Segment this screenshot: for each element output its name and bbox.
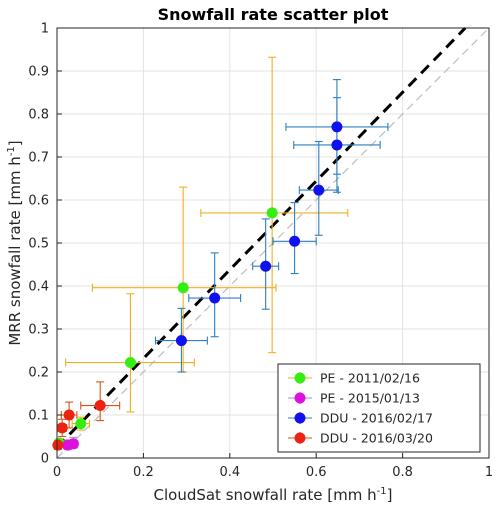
legend: PE - 2011/02/16 PE - 2015/01/13 DDU - 2016…: [277, 363, 481, 453]
y-tick-label: 0.3: [28, 323, 49, 338]
x-axis-label-end: ]: [387, 486, 393, 504]
x-tick-label: 0.2: [133, 465, 154, 480]
data-point: [75, 418, 87, 430]
y-tick-label: 0.5: [28, 237, 49, 252]
y-tick-label: 0.6: [28, 194, 49, 209]
x-tick-label: 0.6: [306, 465, 327, 480]
y-axis-label-end: ]: [6, 140, 24, 146]
legend-label: PE - 2011/02/16: [320, 371, 420, 386]
data-point: [313, 184, 325, 196]
x-tick-label: 0: [53, 465, 61, 480]
x-axis-label-sup: -1: [377, 486, 387, 497]
y-tick-label: 0.9: [28, 65, 49, 80]
data-point: [67, 438, 79, 450]
legend-marker: [294, 412, 306, 424]
y-axis-label-main: MRR snowfall rate [mm h: [6, 156, 24, 346]
y-tick-label: 0.1: [28, 409, 49, 424]
data-point: [331, 139, 343, 151]
legend-marker: [294, 432, 306, 444]
fit-line: [55, 26, 467, 449]
legend-label: DDU - 2016/02/17: [320, 411, 433, 426]
data-point: [266, 207, 278, 219]
data-point: [56, 422, 68, 434]
y-axis-label-sup: -1: [6, 146, 17, 156]
data-point: [260, 260, 272, 272]
legend-marker: [294, 392, 306, 404]
x-tick-label: 0.8: [392, 465, 413, 480]
x-tick-label: 0.4: [219, 465, 240, 480]
data-point: [175, 335, 187, 347]
legend-items: PE - 2011/02/16 PE - 2015/01/13 DDU - 2016…: [288, 371, 433, 446]
data-point: [124, 357, 136, 369]
chart-title: Snowfall rate scatter plot: [158, 5, 389, 24]
y-tick-label: 0.7: [28, 151, 49, 166]
data-point: [177, 282, 189, 294]
data-point: [331, 121, 343, 133]
y-tick-label: 0.2: [28, 366, 49, 381]
data-point: [289, 235, 301, 247]
y-axis-label: MRR snowfall rate [mm h-1]: [6, 140, 24, 345]
y-tick-label: 0.4: [28, 280, 49, 295]
y-tick-label: 1: [41, 22, 49, 37]
x-tick-label: 1: [485, 465, 493, 480]
data-point: [63, 409, 75, 421]
legend-box: [277, 363, 481, 453]
data-markers: [52, 121, 343, 451]
x-axis-label: CloudSat snowfall rate [mm h-1]: [154, 486, 393, 504]
x-axis-label-main: CloudSat snowfall rate [mm h: [154, 486, 377, 504]
legend-marker: [294, 372, 306, 384]
y-tick-label: 0.8: [28, 108, 49, 123]
tick-labels: 0 0.2 0.4 0.6 0.8 1 0 0.1 0.2 0.3 0.4 0.5 0.6 0.7 0.8 0…: [28, 22, 493, 481]
legend-label: PE - 2015/01/13: [320, 391, 420, 406]
data-point: [209, 292, 221, 304]
data-point: [52, 439, 64, 451]
legend-label: DDU - 2016/03/20: [320, 431, 433, 446]
data-point: [94, 400, 106, 412]
y-tick-label: 0: [41, 452, 49, 467]
